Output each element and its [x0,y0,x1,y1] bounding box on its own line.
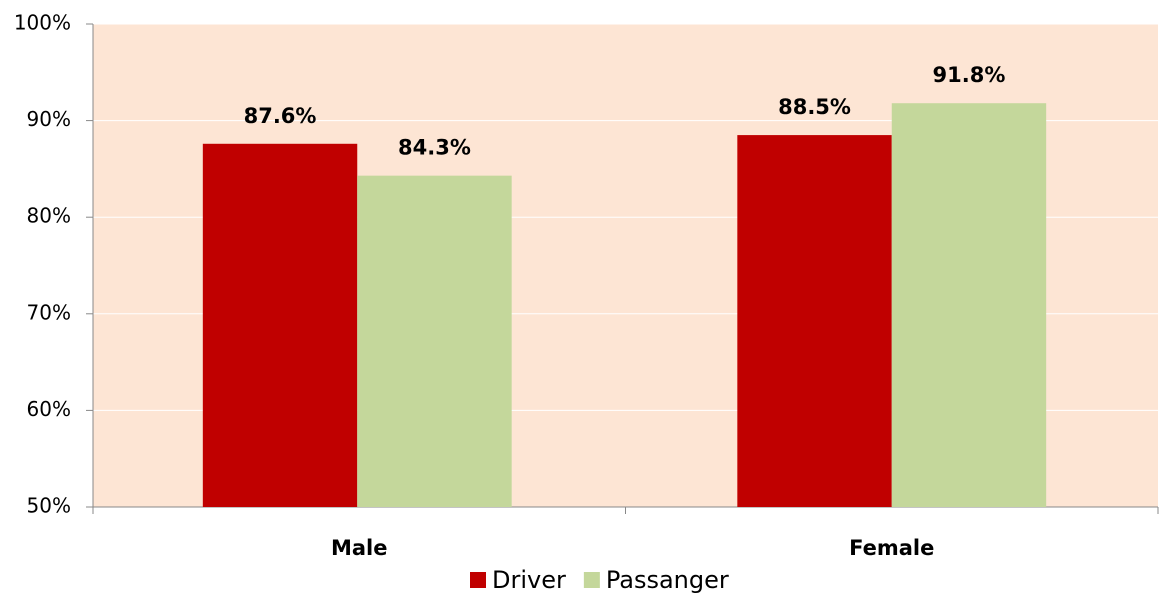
bar [737,135,892,507]
data-label: 84.3% [398,136,471,160]
y-tick-label: 90% [27,107,71,131]
y-tick-label: 60% [27,397,71,421]
y-tick-label: 80% [27,204,71,228]
legend-swatch [470,572,486,588]
data-label: 87.6% [244,104,317,128]
y-tick-label: 70% [27,300,71,324]
x-tick-label: Female [849,536,934,560]
bar [202,143,358,507]
legend-swatch [583,572,600,588]
data-label: 91.8% [933,63,1006,87]
y-tick-label: 50% [27,494,71,518]
bar [891,103,1047,507]
y-tick-label: 100% [14,11,71,35]
x-tick-label: Male [331,536,388,560]
legend-label: Passanger [606,566,729,594]
data-label: 88.5% [778,95,851,119]
bar [357,175,512,508]
legend-label: Driver [492,566,566,594]
